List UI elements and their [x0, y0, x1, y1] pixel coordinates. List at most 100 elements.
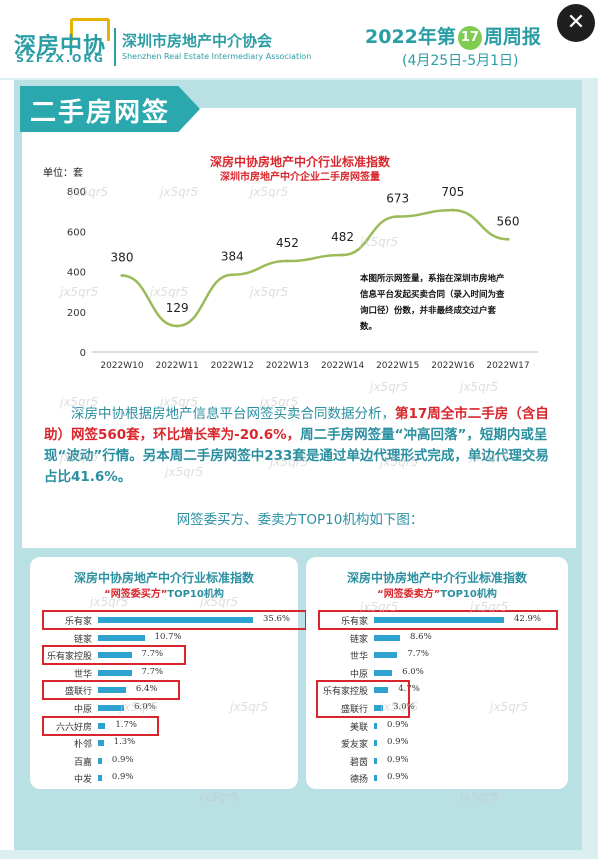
- data-point: [285, 259, 289, 263]
- x-tick-label: 2022W15: [376, 361, 419, 371]
- y-tick-label: 600: [67, 227, 86, 238]
- highlight-box: [42, 610, 307, 630]
- org-name: 乐有家: [64, 617, 92, 627]
- top10-row: 中原 6.0%: [306, 666, 568, 680]
- watermark-text: jx5qr5: [165, 465, 204, 479]
- org-name: 世华: [349, 652, 368, 663]
- share-bar: [98, 652, 132, 659]
- chart-card: [22, 108, 576, 548]
- watermark-text: jx5qr5: [90, 595, 129, 609]
- highlight-box: [318, 610, 558, 630]
- share-value: 0.9%: [111, 772, 134, 783]
- share-bar: [374, 740, 377, 747]
- org-name: 链家: [349, 634, 368, 645]
- share-bar: [374, 669, 393, 676]
- watermark-text: jx5qr5: [60, 285, 99, 299]
- buyer-top10-panel: 深房中协房地产中介行业标准指数 “网签委买方”TOP10机构 乐有家 35.6% 链…: [30, 557, 307, 789]
- share-bar: [98, 687, 126, 694]
- share-bar: [374, 705, 384, 711]
- close-button[interactable]: ✕: [557, 4, 595, 42]
- share-value: 0.9%: [387, 719, 409, 730]
- org-name: 百嘉: [73, 757, 92, 768]
- watermark-text: jx5qr5: [380, 700, 419, 714]
- watermark-text: jx5qr5: [360, 235, 399, 249]
- chart-title: 深房中协房地产中介行业标准指数: [209, 155, 390, 169]
- share-bar: [374, 652, 398, 659]
- week-title: 2022年第 17 周周报: [365, 22, 541, 50]
- share-value: 0.9%: [387, 754, 409, 765]
- top10-row: 美联 0.9%: [306, 719, 568, 733]
- date-range: (4月25日-5月1日): [402, 53, 519, 69]
- share-value: 1.3%: [113, 737, 136, 748]
- data-label: 482: [331, 230, 354, 244]
- top10-row: 碧茵 0.9%: [306, 754, 568, 768]
- week-number-badge: 17: [457, 25, 482, 50]
- top10-row: 世华 7.7%: [306, 648, 568, 662]
- share-bar: [374, 634, 401, 641]
- watermark-text: jx5qr5: [60, 450, 99, 464]
- org-name: 乐有家: [340, 617, 368, 627]
- section-title: 二手房网签: [30, 98, 171, 128]
- top10-row: 六六好房 1.7%: [30, 719, 298, 733]
- share-value: 6.0%: [402, 666, 424, 677]
- share-value: 3.0%: [393, 702, 415, 712]
- left-strip: [0, 80, 14, 850]
- share-value: 6.4%: [135, 684, 158, 695]
- seller-panel-subtitle: “网签委卖方”TOP10机构: [306, 585, 568, 600]
- top10-row: 中发 0.9%: [30, 771, 298, 785]
- x-tick-label: 2022W10: [100, 361, 144, 371]
- share-value: 0.9%: [111, 754, 134, 765]
- data-label: 384: [221, 250, 244, 264]
- share-value: 1.7%: [115, 719, 137, 730]
- highlight-box: [42, 645, 186, 666]
- top10-row: 世华 7.7%: [30, 666, 298, 680]
- watermark-text: jx5qr5: [460, 790, 499, 804]
- paragraph-highlight: 第17周全市二手房（含自助）网签560套，环比增长率为-20.6%，: [44, 406, 549, 443]
- watermark-text: jx5qr5: [160, 395, 199, 409]
- logo-divider: [114, 28, 116, 66]
- data-point: [341, 253, 345, 257]
- watermark-text: jx5qr5: [250, 185, 289, 199]
- share-value: 7.7%: [141, 666, 164, 677]
- watermark-text: jx5qr5: [490, 700, 529, 714]
- top10-row: 盛联行 3.0%: [306, 701, 568, 715]
- watermark-text: jx5qr5: [120, 700, 159, 714]
- share-bar: [98, 757, 102, 764]
- highlight-box: [42, 680, 180, 701]
- share-bar: [98, 775, 102, 782]
- seller-panel-sub-rest: TOP10机构: [440, 589, 497, 600]
- share-value: 35.6%: [263, 614, 291, 624]
- chart-subtitle: 深圳市房地产中介企业二手房网签量: [220, 172, 380, 183]
- share-bar: [374, 687, 389, 694]
- watermark-text: jx5qr5: [200, 595, 239, 609]
- share-value: 7.7%: [141, 649, 164, 660]
- share-bar: [98, 722, 106, 729]
- org-name: 盛联行: [64, 687, 92, 698]
- x-tick-label: 2022W17: [486, 361, 529, 371]
- share-bar: [374, 722, 377, 729]
- data-label: 673: [386, 192, 409, 206]
- org-name: 碧茵: [349, 757, 368, 768]
- org-name: 六六好房: [55, 722, 92, 733]
- share-bar: [98, 705, 125, 711]
- buyer-panel-sub-rest: TOP10机构: [167, 589, 224, 600]
- watermark-text: jx5qr5: [70, 185, 109, 199]
- watermark-text: jx5qr5: [270, 455, 309, 469]
- data-label: 452: [276, 236, 299, 250]
- share-value: 7.7%: [407, 649, 429, 660]
- org-name: 德扬: [349, 775, 368, 786]
- chart-unit: 单位：套: [43, 168, 83, 179]
- week-suffix: 周周报: [483, 26, 541, 48]
- buyer-panel-title: 深房中协房地产中介行业标准指数: [73, 571, 254, 585]
- share-bar: [374, 757, 377, 764]
- top10-row: 百嘉 0.9%: [30, 754, 298, 768]
- watermark-text: jx5qr5: [460, 380, 499, 394]
- org-name: 链家: [73, 634, 92, 645]
- top10-row: 乐有家 35.6%: [30, 613, 298, 627]
- top10-row: 中原 6.0%: [30, 701, 298, 715]
- watermark-text: jx5qr5: [360, 600, 399, 614]
- org-name: 中发: [73, 775, 92, 786]
- org-name: 朴邻: [73, 740, 92, 751]
- top10-row: 朴邻 1.3%: [30, 736, 298, 750]
